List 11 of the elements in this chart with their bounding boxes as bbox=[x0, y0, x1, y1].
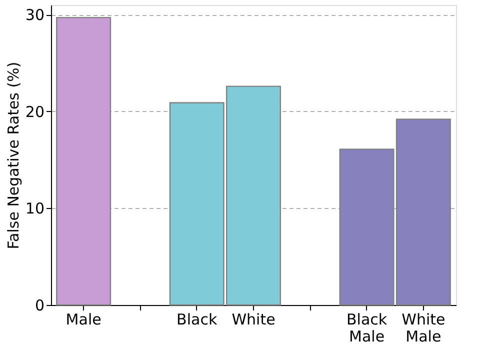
x-tick-label: Male bbox=[66, 310, 102, 328]
bar bbox=[56, 16, 112, 306]
x-tick-label: Black Male bbox=[346, 310, 388, 346]
y-tick-label: 30 bbox=[25, 6, 44, 24]
y-tick-label: 20 bbox=[25, 102, 44, 121]
x-tick-label: White bbox=[232, 310, 276, 328]
y-tick-label: 0 bbox=[34, 296, 44, 314]
x-tick-label: White Male bbox=[402, 310, 446, 346]
x-tick-label: Black bbox=[176, 310, 218, 328]
y-tick-label: 10 bbox=[25, 200, 44, 218]
y-axis-title: False Negative Rates (%) bbox=[4, 62, 22, 250]
